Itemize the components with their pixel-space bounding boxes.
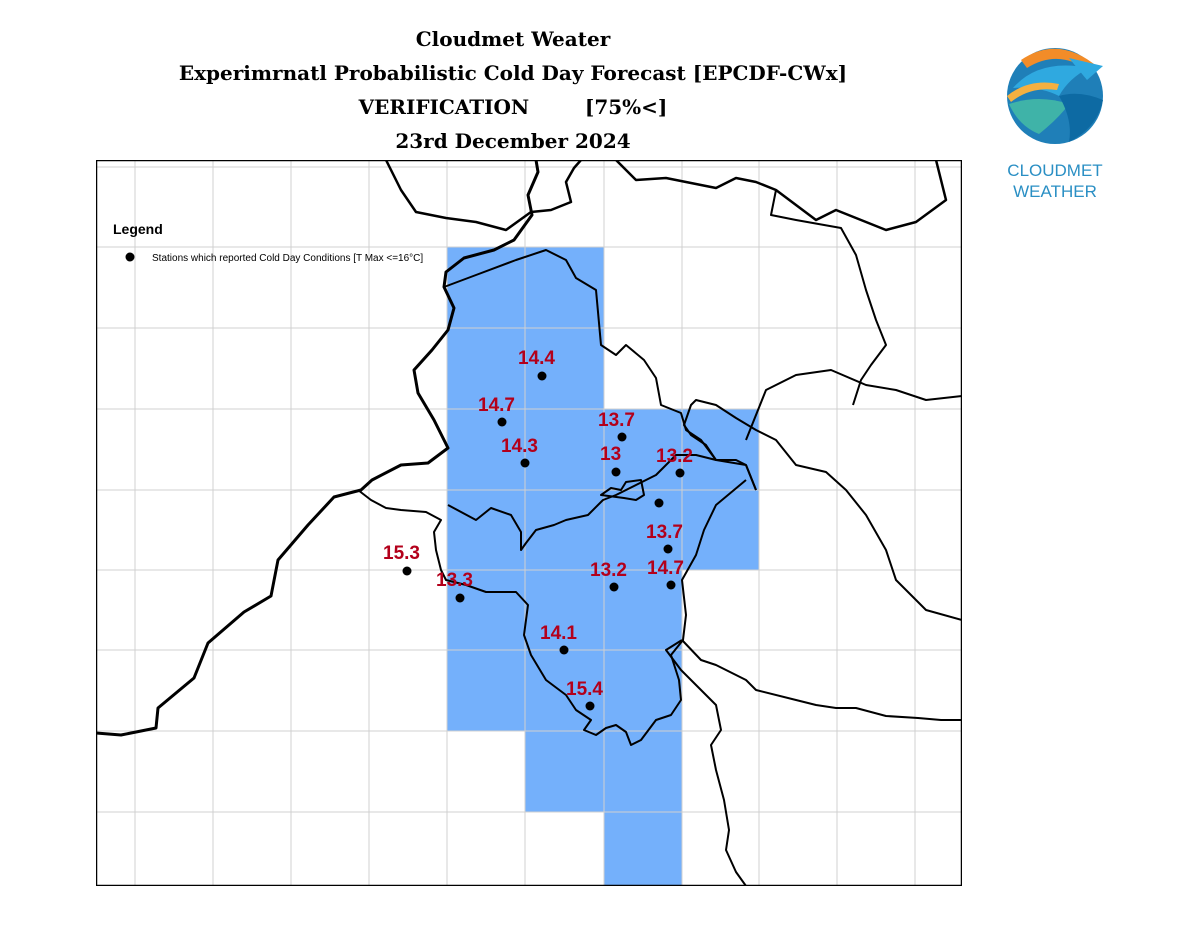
- forecast-cell: [604, 570, 682, 886]
- logo-text-line2: WEATHER: [1013, 182, 1097, 201]
- station-marker: [497, 417, 507, 427]
- station-marker: [559, 645, 569, 655]
- station-value-label: 14.7: [478, 395, 515, 416]
- station: 14.7: [647, 558, 684, 590]
- logo-text-line1: CLOUDMET: [1007, 161, 1103, 180]
- logo-text: CLOUDMET WEATHER: [990, 160, 1120, 202]
- station-marker: [675, 468, 685, 478]
- station: 14.3: [501, 436, 538, 468]
- stations-layer: 14.4 14.7 14.3 13.7 13 13.2 13.7: [383, 348, 693, 711]
- state-boundary-south: [665, 639, 747, 886]
- station-value-label: 14.4: [518, 348, 555, 369]
- cloudmet-globe-logo-icon: [1007, 48, 1103, 144]
- station-marker: [520, 458, 530, 468]
- state-boundary-haryana-north: [447, 454, 717, 551]
- state-boundary-chandigarh: [600, 479, 645, 501]
- boundaries: [96, 160, 962, 886]
- station: 15.3: [383, 543, 420, 576]
- station-marker: [455, 593, 465, 603]
- map-frame: [96, 160, 962, 886]
- station-value-label: 14.7: [647, 558, 684, 579]
- station-marker: [654, 498, 664, 508]
- station-value-label: 14.1: [540, 623, 577, 644]
- state-boundary-east: [681, 639, 962, 721]
- map-title-block: Cloudmet Weater Experimrnatl Probabilist…: [0, 22, 1026, 158]
- forecast-map: Legend Stations which reported Cold Day …: [96, 160, 962, 886]
- station-value-label: 15.3: [383, 543, 420, 564]
- title-org: Cloudmet Weater: [415, 27, 611, 51]
- station-value-label: 14.3: [501, 436, 538, 457]
- station-marker: [609, 582, 619, 592]
- station-value-label: 13.7: [646, 522, 683, 543]
- legend-station-marker: [125, 252, 135, 262]
- forecast-cell: [525, 731, 604, 812]
- station: 13: [600, 444, 621, 477]
- cloudmet-logo: CLOUDMET WEATHER: [990, 38, 1120, 202]
- legend: Legend Stations which reported Cold Day …: [113, 221, 423, 264]
- station: 14.4: [518, 348, 555, 381]
- legend-title: Legend: [113, 221, 163, 237]
- station-value-label: 13.2: [656, 446, 693, 467]
- station: 13.3: [436, 570, 473, 603]
- boundary-northeast: [615, 160, 948, 232]
- station-marker: [663, 544, 673, 554]
- boundary-east-branch: [770, 189, 887, 406]
- international-border: [96, 160, 540, 737]
- station: 14.1: [540, 623, 577, 655]
- station: [654, 498, 664, 508]
- boundary-north: [384, 160, 582, 232]
- station-value-label: 13: [600, 444, 621, 465]
- station-marker: [617, 432, 627, 442]
- title-product: Experimrnatl Probabilistic Cold Day Fore…: [178, 61, 848, 85]
- station-value-label: 15.4: [566, 679, 603, 700]
- grid-lines: [96, 160, 962, 886]
- station: 13.7: [646, 522, 683, 554]
- title-date: 23rd December 2024: [395, 129, 631, 153]
- station-value-label: 13.3: [436, 570, 473, 591]
- station-marker: [611, 467, 621, 477]
- state-boundary-uttarakhand: [683, 399, 962, 621]
- state-boundary-punjab: [443, 249, 757, 491]
- station-marker: [585, 701, 595, 711]
- legend-item-label: Stations which reported Cold Day Conditi…: [152, 253, 423, 264]
- station-value-label: 13.7: [598, 410, 635, 431]
- state-boundary-west: [357, 479, 747, 746]
- station-marker: [402, 566, 412, 576]
- station: 13.2: [590, 560, 627, 592]
- station: 15.4: [566, 679, 603, 711]
- title-verification: VERIFICATION [75%<]: [358, 95, 668, 119]
- station: 14.7: [478, 395, 515, 427]
- station-marker: [666, 580, 676, 590]
- station-value-label: 13.2: [590, 560, 627, 581]
- station: 13.7: [598, 410, 635, 442]
- station: 13.2: [656, 446, 693, 478]
- boundary-east: [745, 369, 962, 441]
- station-marker: [537, 371, 547, 381]
